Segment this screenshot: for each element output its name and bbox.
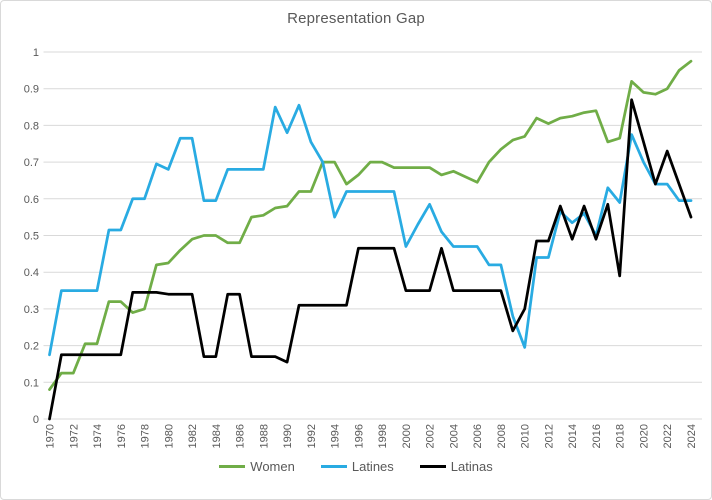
x-tick-label: 1972 — [68, 424, 80, 448]
x-tick-label: 1980 — [163, 424, 175, 448]
y-tick-label: 0.9 — [24, 84, 39, 96]
x-tick-label: 1978 — [140, 424, 152, 448]
x-tick-label: 2012 — [543, 424, 555, 448]
legend-swatch-latinas-icon — [419, 465, 446, 468]
y-tick-label: 0.2 — [24, 341, 39, 353]
x-tick-label: 2020 — [638, 424, 650, 448]
legend-item-latines: Latines — [320, 459, 394, 474]
x-tick-label: 1984 — [211, 424, 223, 448]
x-tick-label: 2018 — [615, 424, 627, 448]
x-tick-label: 1982 — [187, 424, 199, 448]
y-tick-label: 0.3 — [24, 304, 39, 316]
y-tick-label: 0.7 — [24, 157, 39, 169]
x-tick-label: 2022 — [662, 424, 674, 448]
x-tick-label: 1988 — [258, 424, 270, 448]
series-line-women — [48, 59, 693, 391]
x-tick-label: 1974 — [92, 424, 104, 448]
x-tick-label: 1970 — [45, 424, 57, 448]
y-tick-label: 0.8 — [24, 120, 39, 132]
legend-label-latines: Latines — [351, 459, 394, 474]
y-tick-label: 1 — [33, 47, 39, 59]
x-tick-label: 2024 — [686, 424, 698, 448]
legend-label-women: Women — [250, 459, 295, 474]
chart-title: Representation Gap — [287, 10, 425, 27]
x-tick-label: 2004 — [448, 424, 460, 448]
y-tick-label: 0.4 — [24, 267, 39, 279]
x-tick-label: 1992 — [306, 424, 318, 448]
legend-item-latinas: Latinas — [419, 459, 493, 474]
legend-swatch-latines-icon — [320, 465, 347, 468]
x-tick-label: 2002 — [425, 424, 437, 448]
x-tick-label: 1976 — [116, 424, 128, 448]
legend: Women Latines Latinas — [1, 459, 711, 474]
x-tick-label: 2016 — [591, 424, 603, 448]
legend-item-women: Women — [219, 459, 295, 474]
y-tick-label: 0 — [33, 414, 39, 426]
x-tick-label: 1986 — [235, 424, 247, 448]
x-tick-label: 2008 — [496, 424, 508, 448]
x-tick-label: 2000 — [401, 424, 413, 448]
x-tick-label: 2010 — [520, 424, 532, 448]
x-tick-label: 2006 — [472, 424, 484, 448]
x-tick-label: 1998 — [377, 424, 389, 448]
y-tick-label: 0.6 — [24, 194, 39, 206]
x-tick-label: 1996 — [353, 424, 365, 448]
y-tick-label: 0.1 — [24, 377, 39, 389]
x-tick-label: 2014 — [567, 424, 579, 448]
x-tick-label: 1990 — [282, 424, 294, 448]
y-tick-label: 0.5 — [24, 231, 39, 243]
legend-swatch-women-icon — [219, 465, 246, 468]
x-tick-label: 1994 — [330, 424, 342, 448]
series-line-latines — [48, 103, 693, 357]
series-line-latinas — [48, 98, 693, 421]
legend-label-latinas: Latinas — [450, 459, 493, 474]
